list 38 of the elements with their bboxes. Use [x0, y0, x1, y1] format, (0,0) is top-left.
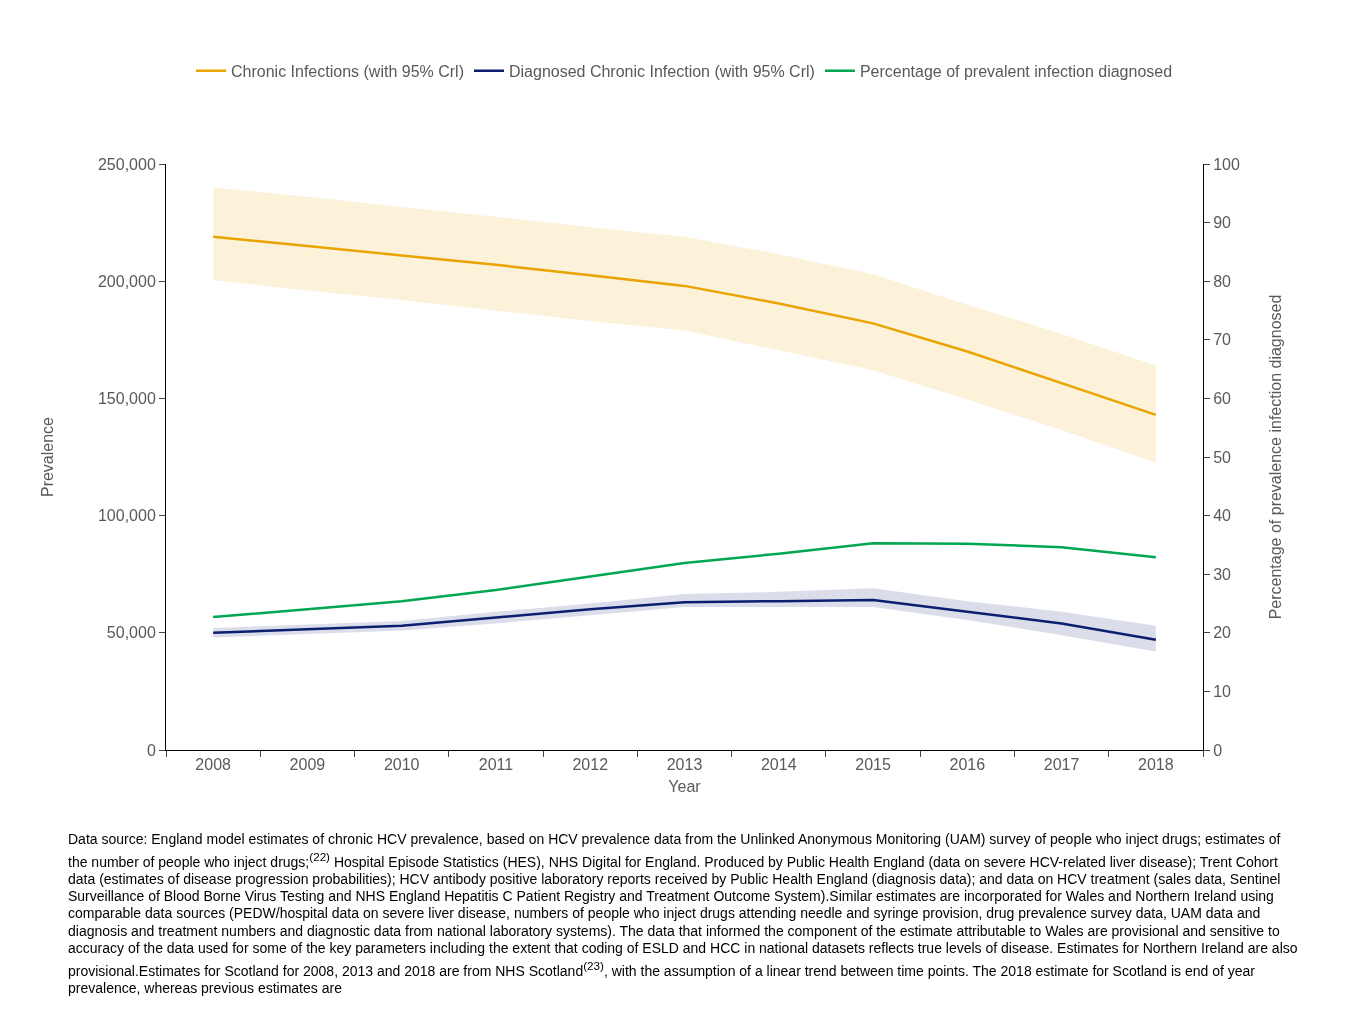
x-tick-label: 2014 — [760, 756, 797, 774]
y2-tick-label: 90 — [1213, 214, 1232, 232]
y2-tick-label: 60 — [1213, 390, 1232, 407]
line-series — [211, 235, 1158, 417]
x-tick-label: 2013 — [666, 756, 703, 774]
y2-tick-label: 70 — [1213, 331, 1232, 349]
y-tick-label: 100,000 — [97, 507, 156, 525]
legend-label: Percentage of prevalent infection diagnosed — [859, 62, 1173, 80]
x-tick-label: 2017 — [1043, 756, 1080, 774]
y-tick-label: 200,000 — [97, 272, 156, 290]
x-tick-label: 2011 — [478, 756, 514, 774]
y-tick-label: 150,000 — [97, 390, 156, 407]
y2-tick-label: 30 — [1213, 565, 1232, 583]
x-tick-label: 2016 — [949, 756, 986, 774]
y2-tick-label: 40 — [1213, 507, 1232, 525]
y2-axis-title: Percentage of prevalence infection diagnosed — [1266, 294, 1284, 620]
legend-label: Diagnosed Chronic Infection (with 95% Crl) — [508, 62, 815, 80]
line-series — [211, 541, 1158, 619]
y2-tick-label: 80 — [1213, 272, 1232, 290]
y2-tick-label: 100 — [1213, 155, 1240, 173]
y2-tick-label: 20 — [1213, 624, 1232, 642]
y2-tick-label: 0 — [1213, 741, 1223, 759]
y2-tick-label: 10 — [1213, 683, 1232, 700]
y-axis-title: Prevalence — [38, 416, 56, 498]
x-tick-label: 2018 — [1138, 756, 1174, 774]
x-tick-label: 2008 — [195, 756, 232, 774]
y-tick-label: 0 — [146, 741, 156, 759]
text: Data source: England model estimates of chronic HCV prevalence, based on HCV prevalence data from the Unlinked Anonymous Monitoring (UAM) survey of people who inject drugs; estimates of the number of people who inject drugs;$^{(22)}$ Hospital Episode Statistics (HES), NHS Digital for England. Produced by Public Health England (data on severe HCV-related liver disease); Trent Cohort data (estimates of disease progression probabilities); HCV antibody positive laboratory reports received by Public Health England (diagnosis data); and data on HCV treatment (sales data, Sentinel Surveillance of Blood Borne Virus Testing and NHS England Hepatitis C Patient Registry and Treatment Outcome System).Similar estimates are incorporated for Wales and Northern Ireland using comparable data sources (PEDW/hospital data on severe liver disease, numbers of people who inject drugs attending needle and syringe provision, drug prevalence survey data, UAM data and diagnosis and treatment numbers and diagnostic data from national laboratory systems). The data that informed the component of the estimate attributable to Wales are provisional and sensitive to accuracy of the data used for some of the key parameters including the extent that coding of ESLD and HCC in national datasets reflects true levels of disease. Estimates for Northern Ireland are also provisional.Estimates for Scotland for 2008, 2013 and 2018 are from NHS Scotland$^{(23)}$, with the assumption of a linear trend between time points. The 2018 estimate for Scotland is end of year prevalence, whereas previous estimates are — [68, 831, 1298, 996]
x-tick-label: 2015 — [855, 756, 891, 774]
x-tick-label: 2010 — [383, 756, 420, 774]
y2-tick-label: 50 — [1213, 448, 1232, 466]
legend-label: Chronic Infections (with 95% Crl) — [231, 62, 464, 80]
y-tick-label: 50,000 — [106, 624, 156, 642]
x-axis-title: Year — [668, 777, 702, 795]
line-series — [211, 598, 1158, 642]
x-tick-label: 2009 — [289, 756, 326, 774]
y-tick-label: 250,000 — [97, 155, 156, 173]
x-tick-label: 2012 — [572, 756, 609, 774]
